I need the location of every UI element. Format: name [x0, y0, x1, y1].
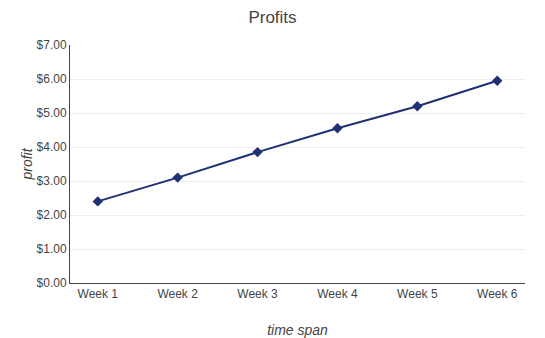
svg-text:$5.00: $5.00: [37, 106, 67, 120]
svg-text:$3.00: $3.00: [37, 174, 67, 188]
svg-text:Week 3: Week 3: [237, 287, 278, 301]
svg-text:$4.00: $4.00: [37, 140, 67, 154]
svg-text:$7.00: $7.00: [37, 38, 67, 52]
svg-text:profit: profit: [19, 147, 35, 180]
svg-text:Week 4: Week 4: [317, 287, 358, 301]
svg-text:Profits: Profits: [248, 8, 296, 27]
svg-text:$6.00: $6.00: [37, 72, 67, 86]
svg-text:Week 2: Week 2: [157, 287, 198, 301]
svg-text:$1.00: $1.00: [37, 242, 67, 256]
svg-text:$0.00: $0.00: [37, 276, 67, 290]
svg-text:time span: time span: [267, 322, 328, 338]
svg-text:Week 5: Week 5: [397, 287, 438, 301]
svg-text:Week 6: Week 6: [477, 287, 518, 301]
svg-text:$2.00: $2.00: [37, 208, 67, 222]
svg-text:Week 1: Week 1: [78, 287, 119, 301]
